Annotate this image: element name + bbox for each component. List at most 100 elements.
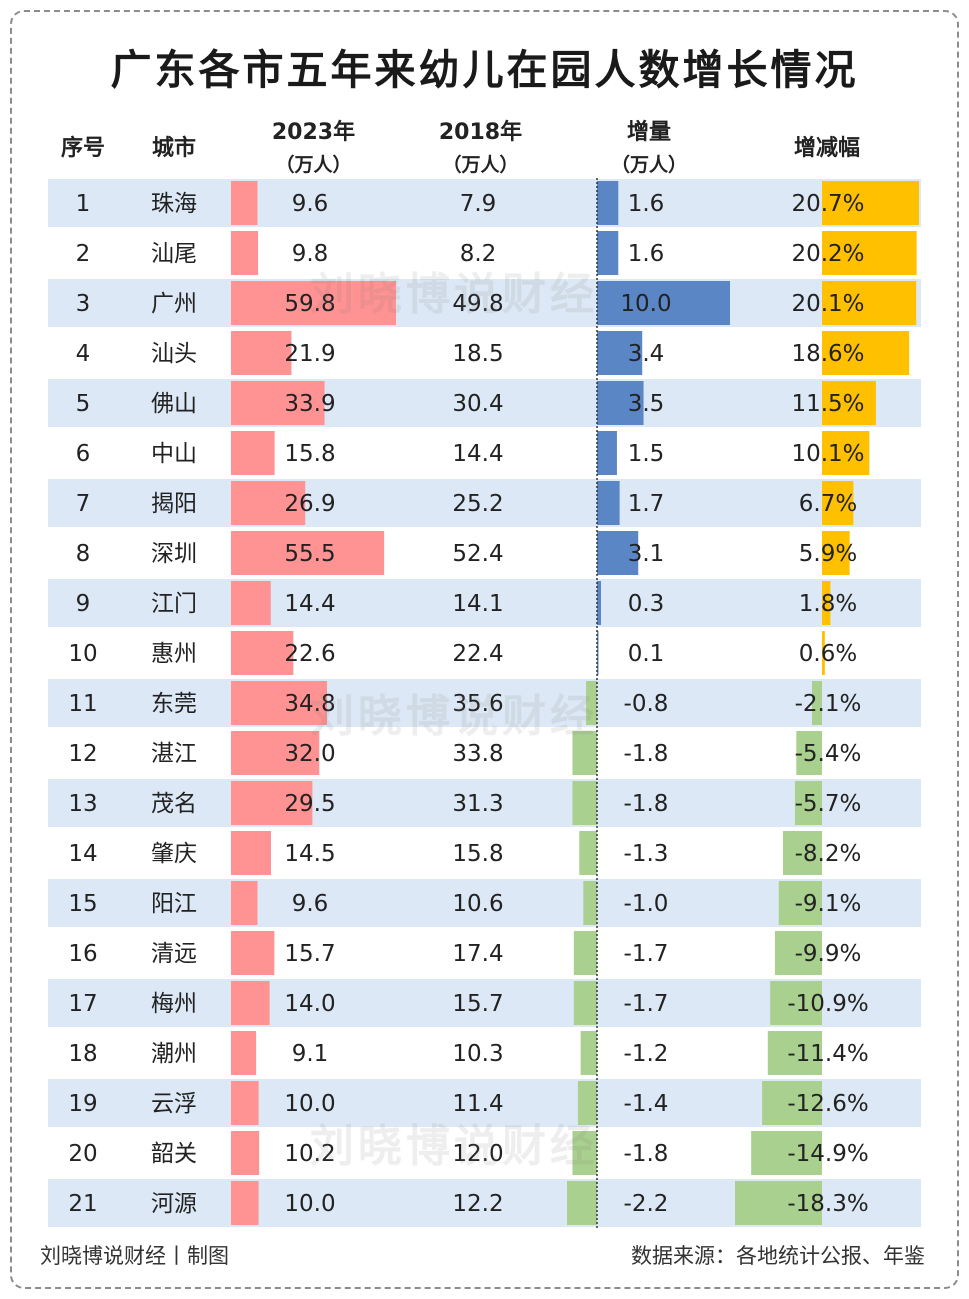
bar-pct [762,1081,822,1125]
bar-delta [580,1031,597,1075]
row-stripe [48,779,921,827]
header-2018: 2018年 （万人） [438,120,523,176]
label-delta: 3.5 [628,391,665,417]
label-2023: 32.0 [284,741,335,767]
label-2018: 10.3 [452,1041,503,1067]
bar-delta [572,781,597,825]
label-delta: -1.7 [624,991,669,1017]
label-2023: 14.4 [284,591,335,617]
label-pct: 18.6% [791,341,864,367]
label-2018: 14.1 [452,591,503,617]
label-2018: 30.4 [452,391,503,417]
label-2018: 35.6 [452,691,503,717]
footer-credit: 刘晓博说财经丨制图 [40,1244,229,1268]
cell-index: 6 [76,441,91,467]
label-2023: 10.0 [284,1191,335,1217]
label-2018: 12.0 [452,1141,503,1167]
cell-index: 4 [76,341,91,367]
label-pct: -10.9% [787,991,868,1017]
label-pct: -5.4% [795,741,862,767]
label-delta: -1.8 [624,791,669,817]
bar-2023 [231,231,259,275]
label-delta: 3.4 [628,341,665,367]
bar-pct [822,281,917,325]
label-delta: 0.1 [628,641,665,667]
label-delta: -1.8 [624,1141,669,1167]
bar-2023 [231,381,325,425]
cell-index: 21 [68,1191,97,1217]
label-2018: 11.4 [452,1091,503,1117]
bar-2023 [231,881,258,925]
cell-index: 18 [68,1041,97,1067]
label-2023: 21.9 [284,341,335,367]
cell-city: 东莞 [151,691,197,717]
label-2023: 59.8 [284,291,335,317]
cell-city: 汕头 [151,341,197,367]
bar-delta [567,1181,597,1225]
cell-index: 3 [76,291,91,317]
cell-index: 8 [76,541,91,567]
cell-city: 清远 [151,941,197,967]
bar-pct [735,1181,822,1225]
bar-pct [822,381,876,425]
label-2023: 10.0 [284,1091,335,1117]
bar-2023 [231,931,275,975]
bar-pct [751,1131,822,1175]
label-2018: 49.8 [452,291,503,317]
cell-index: 20 [68,1141,97,1167]
label-delta: -2.2 [624,1191,669,1217]
label-2018: 25.2 [452,491,503,517]
bar-delta [577,1081,597,1125]
cell-index: 19 [68,1091,97,1117]
label-delta: -1.8 [624,741,669,767]
cell-city: 深圳 [151,541,197,567]
header-index: 序号 [60,136,105,161]
bar-pct [822,631,825,675]
row-stripe [48,479,921,527]
label-pct: -11.4% [787,1041,868,1067]
bar-delta [572,1131,597,1175]
bar-delta [597,381,644,425]
bar-2023 [231,531,385,575]
label-2018: 31.3 [452,791,503,817]
label-pct: 20.2% [791,241,864,267]
cell-index: 5 [76,391,91,417]
bar-delta [597,631,599,675]
header-city: 城市 [151,136,196,161]
cell-city: 梅州 [151,991,197,1017]
label-2023: 22.6 [284,641,335,667]
label-pct: 1.8% [799,591,857,617]
label-pct: 11.5% [791,391,864,417]
label-delta: -1.3 [624,841,669,867]
label-2018: 17.4 [452,941,503,967]
bar-2023 [231,1031,257,1075]
label-2023: 10.2 [284,1141,335,1167]
cell-city: 汕尾 [151,241,197,267]
label-2023: 34.8 [284,691,335,717]
cell-index: 1 [76,191,91,217]
bar-delta [597,531,639,575]
bar-pct [822,331,910,375]
bar-2023 [231,631,294,675]
bar-delta [579,831,597,875]
header-delta: 增量 （万人） [610,120,687,176]
label-2018: 15.8 [452,841,503,867]
bar-delta [597,481,620,525]
label-delta: 0.3 [628,591,665,617]
label-pct: 10.1% [791,441,864,467]
label-2018: 8.2 [460,241,497,267]
bar-2023 [231,1131,260,1175]
label-2018: 7.9 [460,191,497,217]
label-pct: -12.6% [787,1091,868,1117]
bar-pct [783,831,822,875]
cell-index: 9 [76,591,91,617]
label-delta: -1.0 [624,891,669,917]
label-pct: 20.7% [791,191,864,217]
label-delta: 1.6 [628,241,665,267]
row-stripe [48,179,921,227]
label-pct: 6.7% [799,491,857,517]
bar-2023 [231,831,272,875]
cell-city: 肇庆 [151,841,197,867]
dashed-frame [10,10,959,1289]
